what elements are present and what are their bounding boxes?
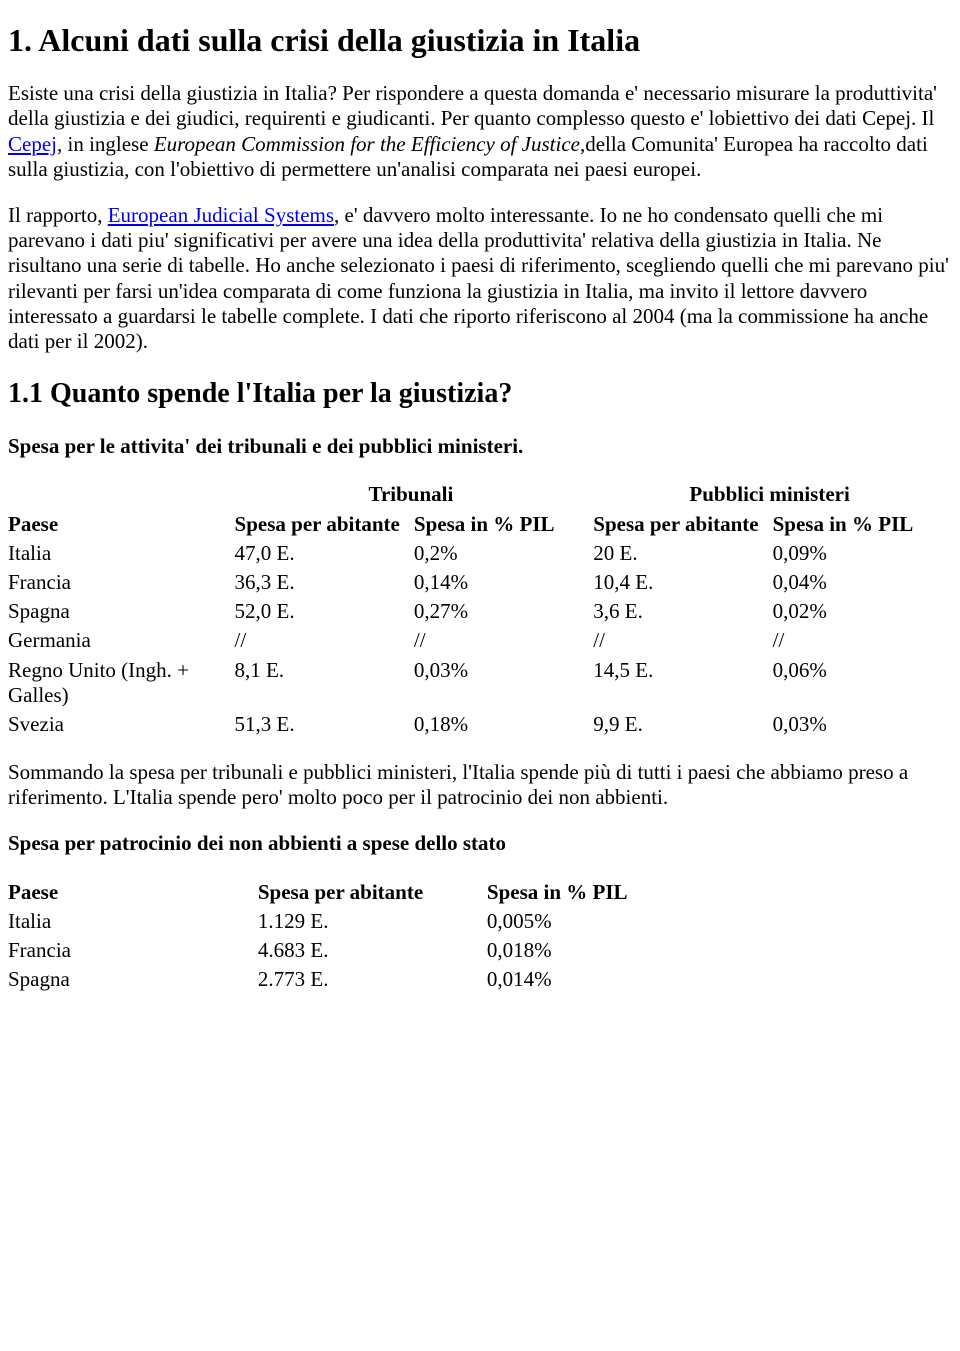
- cell-value: 0,018%: [487, 936, 716, 965]
- cell-value: 47,0 E.: [235, 539, 414, 568]
- cell-value: 51,3 E.: [235, 710, 414, 739]
- cell-value: 0,09%: [773, 539, 952, 568]
- cell-value: 0,04%: [773, 568, 952, 597]
- page-title: 1. Alcuni dati sulla crisi della giustiz…: [8, 21, 952, 59]
- table-spesa-tribunali: Tribunali Pubblici ministeri Paese Spesa…: [8, 480, 952, 739]
- col-spesa-abitante: Spesa per abitante: [258, 878, 487, 907]
- cell-paese: Spagna: [8, 965, 258, 994]
- table-row: Spagna 2.773 E. 0,014%: [8, 965, 716, 994]
- col-spesa-pil: Spesa in % PIL: [487, 878, 716, 907]
- cell-paese: Spagna: [8, 597, 235, 626]
- table-row: Spagna 52,0 E. 0,27% 3,6 E. 0,02%: [8, 597, 952, 626]
- cell-value: 0,014%: [487, 965, 716, 994]
- cell-value: 10,4 E.: [593, 568, 772, 597]
- cell-paese: Italia: [8, 539, 235, 568]
- table-row: Regno Unito (Ingh. + Galles) 8,1 E. 0,03…: [8, 656, 952, 710]
- intro-paragraph-2: Il rapporto, European Judicial Systems, …: [8, 203, 952, 354]
- cell-value: 4.683 E.: [258, 936, 487, 965]
- col-spesa-abitante-pm: Spesa per abitante: [593, 510, 772, 539]
- cell-value: //: [773, 626, 952, 655]
- text: Esiste una crisi della giustizia in Ital…: [8, 81, 937, 130]
- cell-value: 0,18%: [414, 710, 593, 739]
- col-group-tribunali: Tribunali: [235, 480, 594, 509]
- cell-value: 3,6 E.: [593, 597, 772, 626]
- table2-caption: Spesa per patrocinio dei non abbienti a …: [8, 831, 952, 856]
- intro-paragraph-1: Esiste una crisi della giustizia in Ital…: [8, 81, 952, 182]
- col-paese: Paese: [8, 510, 235, 539]
- cell-value: 9,9 E.: [593, 710, 772, 739]
- cell-value: //: [235, 626, 414, 655]
- text: , in inglese: [57, 132, 154, 156]
- cell-paese: Italia: [8, 907, 258, 936]
- table-row: Italia 1.129 E. 0,005%: [8, 907, 716, 936]
- col-spesa-pil-trib: Spesa in % PIL: [414, 510, 593, 539]
- cell-paese: Svezia: [8, 710, 235, 739]
- cell-paese: Germania: [8, 626, 235, 655]
- col-spesa-pil-pm: Spesa in % PIL: [773, 510, 952, 539]
- section-heading-1-1: 1.1 Quanto spende l'Italia per la giusti…: [8, 377, 952, 411]
- table-row: Italia 47,0 E. 0,2% 20 E. 0,09%: [8, 539, 952, 568]
- cell-value: 52,0 E.: [235, 597, 414, 626]
- cell-value: 20 E.: [593, 539, 772, 568]
- ejs-link[interactable]: European Judicial Systems: [108, 203, 334, 227]
- table-row: Francia 36,3 E. 0,14% 10,4 E. 0,04%: [8, 568, 952, 597]
- cell-value: 0,06%: [773, 656, 952, 710]
- col-group-pubblici-ministeri: Pubblici ministeri: [593, 480, 952, 509]
- cell-paese: Francia: [8, 568, 235, 597]
- cell-value: 0,03%: [773, 710, 952, 739]
- paragraph-summary-1: Sommando la spesa per tribunali e pubbli…: [8, 760, 952, 810]
- cell-value: 2.773 E.: [258, 965, 487, 994]
- cell-value: 0,14%: [414, 568, 593, 597]
- table-row: Francia 4.683 E. 0,018%: [8, 936, 716, 965]
- cell-value: //: [593, 626, 772, 655]
- cell-paese: Francia: [8, 936, 258, 965]
- cell-value: 1.129 E.: [258, 907, 487, 936]
- cell-value: 0,2%: [414, 539, 593, 568]
- table-row: Svezia 51,3 E. 0,18% 9,9 E. 0,03%: [8, 710, 952, 739]
- cell-value: 0,03%: [414, 656, 593, 710]
- cell-value: 0,005%: [487, 907, 716, 936]
- cell-value: 36,3 E.: [235, 568, 414, 597]
- table-row: Germania // // // //: [8, 626, 952, 655]
- col-spesa-abitante-trib: Spesa per abitante: [235, 510, 414, 539]
- table1-caption: Spesa per le attivita' dei tribunali e d…: [8, 434, 952, 459]
- cepej-link[interactable]: Cepej: [8, 132, 57, 156]
- table-patrocinio: Paese Spesa per abitante Spesa in % PIL …: [8, 878, 716, 995]
- cepej-full-name: European Commission for the Efficiency o…: [154, 132, 580, 156]
- cell-value: 8,1 E.: [235, 656, 414, 710]
- text: Il rapporto,: [8, 203, 108, 227]
- cell-paese: Regno Unito (Ingh. + Galles): [8, 656, 235, 710]
- cell-value: 0,27%: [414, 597, 593, 626]
- cell-value: 0,02%: [773, 597, 952, 626]
- cell-value: //: [414, 626, 593, 655]
- col-paese: Paese: [8, 878, 258, 907]
- cell-value: 14,5 E.: [593, 656, 772, 710]
